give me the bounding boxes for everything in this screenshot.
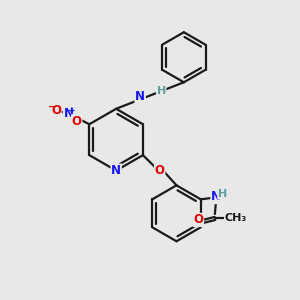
Text: N: N	[111, 164, 121, 177]
Text: N: N	[135, 90, 145, 104]
Text: N: N	[64, 107, 74, 120]
Text: H: H	[157, 86, 166, 96]
Text: O: O	[194, 213, 203, 226]
Text: O: O	[155, 164, 165, 177]
Text: +: +	[68, 106, 76, 115]
Text: H: H	[218, 189, 227, 199]
Text: N: N	[211, 190, 221, 203]
Text: −: −	[48, 102, 56, 112]
Text: O: O	[72, 115, 82, 128]
Text: CH₃: CH₃	[225, 214, 247, 224]
Text: O: O	[51, 104, 61, 117]
